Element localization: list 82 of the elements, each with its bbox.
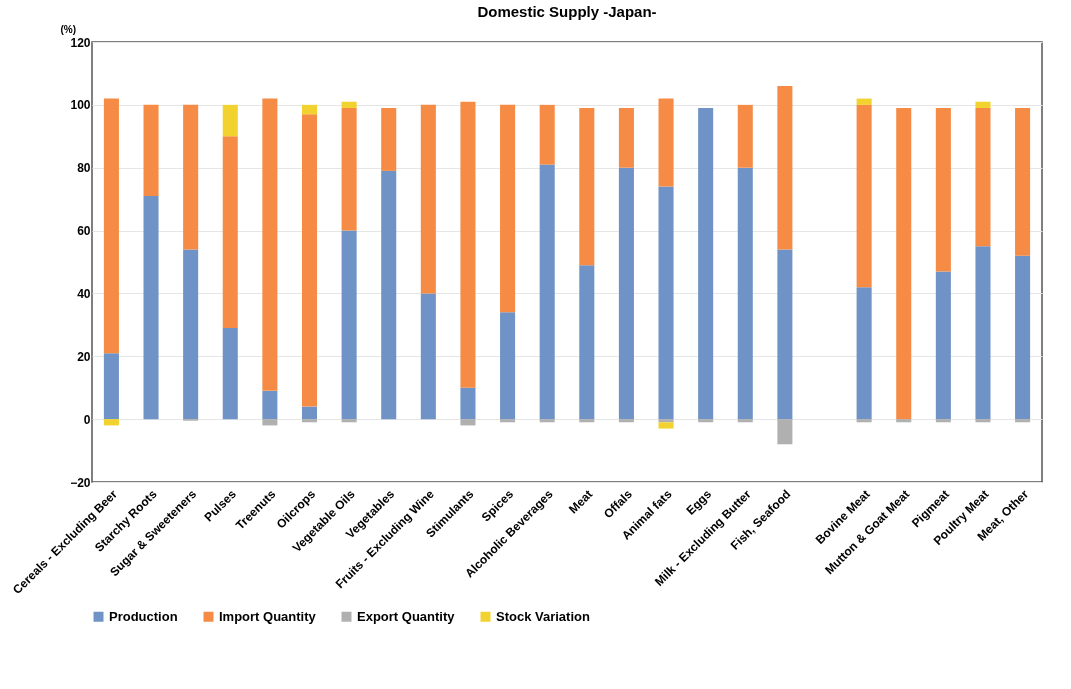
bar bbox=[975, 419, 991, 423]
bar bbox=[183, 249, 199, 420]
legend-label: Import Quantity bbox=[219, 608, 317, 624]
bar bbox=[737, 104, 753, 168]
bar bbox=[301, 104, 318, 115]
bar bbox=[460, 101, 476, 388]
y-tick-label: 40 bbox=[77, 286, 91, 301]
bar bbox=[301, 419, 318, 423]
bar bbox=[341, 230, 357, 420]
bar bbox=[579, 108, 595, 266]
bar bbox=[103, 419, 119, 426]
bar bbox=[856, 98, 872, 105]
bar bbox=[1015, 255, 1031, 420]
y-tick-label: 100 bbox=[70, 98, 91, 113]
bar bbox=[618, 167, 634, 420]
bar bbox=[975, 108, 991, 247]
bar bbox=[262, 390, 278, 420]
bar bbox=[143, 196, 159, 420]
bar bbox=[539, 104, 555, 165]
bar bbox=[262, 98, 278, 391]
bar bbox=[935, 271, 951, 420]
bar bbox=[500, 104, 516, 313]
bar bbox=[183, 104, 199, 250]
bar bbox=[1015, 108, 1031, 256]
bar bbox=[618, 108, 634, 168]
y-tick-label: 20 bbox=[77, 349, 91, 364]
bar bbox=[935, 108, 951, 272]
bar bbox=[777, 419, 793, 445]
bar bbox=[975, 101, 991, 108]
bar bbox=[856, 104, 872, 288]
bar bbox=[935, 419, 951, 423]
bar bbox=[103, 98, 119, 354]
bar bbox=[103, 353, 119, 420]
bar bbox=[500, 312, 516, 420]
bar bbox=[381, 170, 397, 420]
bar bbox=[896, 108, 912, 420]
y-tick-label: 80 bbox=[77, 161, 91, 176]
bar bbox=[658, 419, 674, 423]
y-tick-label: 120 bbox=[70, 35, 91, 50]
bar bbox=[658, 98, 674, 187]
bar bbox=[975, 246, 991, 420]
bar bbox=[143, 104, 159, 196]
bar bbox=[222, 136, 238, 328]
bar bbox=[341, 419, 357, 423]
bar bbox=[500, 419, 516, 423]
bar bbox=[460, 387, 476, 420]
bar bbox=[301, 114, 318, 407]
y-tick-label: −20 bbox=[70, 475, 91, 490]
bar bbox=[301, 406, 318, 420]
bar bbox=[737, 419, 753, 423]
bar bbox=[896, 419, 912, 423]
y-tick-label: 0 bbox=[83, 412, 91, 427]
bar bbox=[341, 108, 357, 231]
bar bbox=[698, 108, 714, 420]
legend-label: Export Quantity bbox=[357, 608, 456, 624]
bar bbox=[856, 287, 872, 420]
bar bbox=[222, 328, 238, 420]
legend-label: Stock Variation bbox=[496, 608, 590, 624]
legend-label: Production bbox=[109, 608, 178, 624]
bar bbox=[658, 186, 674, 420]
bar bbox=[381, 108, 397, 171]
bar bbox=[539, 419, 555, 423]
bar bbox=[777, 86, 793, 250]
bar bbox=[698, 419, 714, 423]
bar bbox=[618, 419, 634, 423]
bar bbox=[737, 167, 753, 420]
bar bbox=[539, 164, 555, 420]
bar bbox=[777, 249, 793, 420]
bar bbox=[222, 104, 238, 137]
bar bbox=[262, 419, 278, 426]
bar bbox=[658, 422, 674, 429]
bar bbox=[579, 419, 595, 423]
bar bbox=[420, 293, 436, 420]
bar bbox=[856, 419, 872, 423]
bar bbox=[1015, 419, 1031, 423]
bar bbox=[341, 101, 357, 108]
y-axis-title: (%) bbox=[60, 23, 77, 35]
bar bbox=[460, 419, 476, 426]
y-tick-label: 60 bbox=[77, 224, 91, 239]
chart-title: Domestic Supply -Japan- bbox=[477, 3, 657, 20]
bar bbox=[579, 265, 595, 420]
bar bbox=[420, 104, 436, 294]
